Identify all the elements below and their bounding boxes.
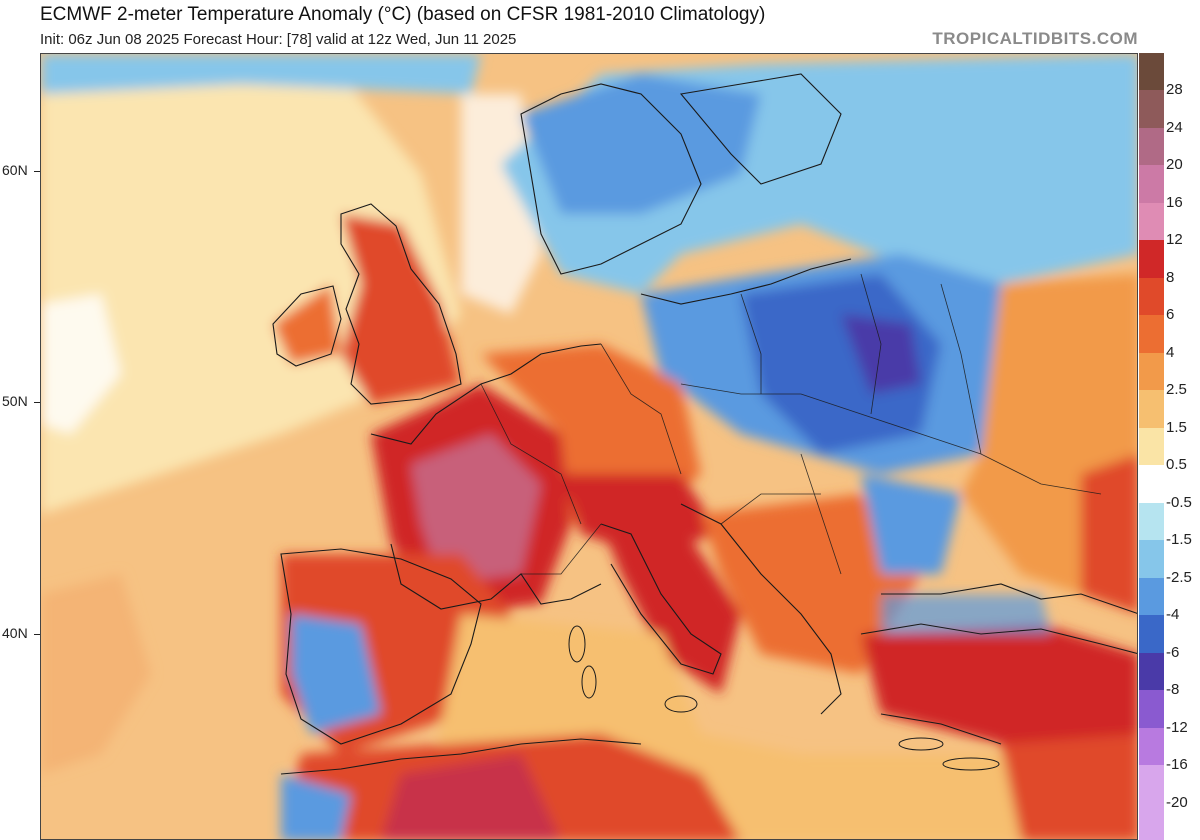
colorbar-level-label: 4 xyxy=(1166,343,1175,361)
colorbar-level-label: -12 xyxy=(1166,718,1188,736)
colorbar-segment xyxy=(1139,765,1164,804)
map-title: ECMWF 2-meter Temperature Anomaly (°C) (… xyxy=(40,4,766,25)
colorbar-level-label: 28 xyxy=(1166,81,1183,99)
colorbar-segment xyxy=(1139,427,1164,466)
colorbar-level-label: -4 xyxy=(1166,606,1180,624)
colorbar-level-label: 6 xyxy=(1166,306,1175,324)
colorbar-level-label: 24 xyxy=(1166,118,1183,136)
colorbar-level-label: 8 xyxy=(1166,268,1175,286)
colorbar-segment xyxy=(1139,502,1164,541)
colorbar-level-label: 20 xyxy=(1166,156,1183,174)
colorbar-segment xyxy=(1139,352,1164,391)
colorbar-segment xyxy=(1139,727,1164,766)
brand-watermark: TROPICALTIDBITS.COM xyxy=(932,29,1138,48)
colorbar-level-label: 0.5 xyxy=(1166,456,1187,474)
colorbar-segment xyxy=(1139,240,1164,279)
anomaly-shading xyxy=(41,54,1137,839)
colorbar-level-label: -0.5 xyxy=(1166,493,1192,511)
lat-tick-50n xyxy=(34,402,40,403)
colorbar-segment xyxy=(1139,615,1164,654)
anomaly-map-canvas xyxy=(41,54,1137,839)
colorbar-segment xyxy=(1139,652,1164,691)
colorbar-level-label: 2.5 xyxy=(1166,381,1187,399)
colorbar-level-label: -6 xyxy=(1166,643,1180,661)
map-subtitle: Init: 06z Jun 08 2025 Forecast Hour: [78… xyxy=(40,31,517,48)
colorbar-segment xyxy=(1139,315,1164,354)
colorbar-level-label: 16 xyxy=(1166,193,1183,211)
colorbar-level-label: 12 xyxy=(1166,231,1183,249)
colorbar-segment xyxy=(1139,577,1164,616)
colorbar-level-label: -16 xyxy=(1166,756,1188,774)
colorbar-segment xyxy=(1139,165,1164,204)
colorbar-segment xyxy=(1139,802,1164,840)
colorbar-level-label: 1.5 xyxy=(1166,418,1187,436)
anomaly-map[interactable] xyxy=(40,53,1138,840)
colorbar-level-label: -2.5 xyxy=(1166,568,1192,586)
colorbar-segment xyxy=(1139,202,1164,241)
country-borders xyxy=(480,273,1102,575)
colorbar-segment xyxy=(1139,465,1164,504)
colorbar-level-label: -1.5 xyxy=(1166,531,1192,549)
colorbar xyxy=(1139,53,1164,840)
colorbar-segment xyxy=(1139,390,1164,429)
islands xyxy=(568,625,1000,771)
lat-label-50n: 50N xyxy=(2,393,28,409)
lat-tick-60n xyxy=(34,171,40,172)
colorbar-segment xyxy=(1139,277,1164,316)
colorbar-level-label: -20 xyxy=(1166,793,1188,811)
lat-label-60n: 60N xyxy=(2,162,28,178)
colorbar-segment xyxy=(1139,53,1164,91)
lat-tick-40n xyxy=(34,634,40,635)
colorbar-segment xyxy=(1139,127,1164,166)
colorbar-level-label: -8 xyxy=(1166,681,1180,699)
colorbar-segment xyxy=(1139,690,1164,729)
colorbar-segment xyxy=(1139,90,1164,129)
colorbar-segment xyxy=(1139,540,1164,579)
lat-label-40n: 40N xyxy=(2,625,28,641)
coastlines xyxy=(272,73,1137,775)
